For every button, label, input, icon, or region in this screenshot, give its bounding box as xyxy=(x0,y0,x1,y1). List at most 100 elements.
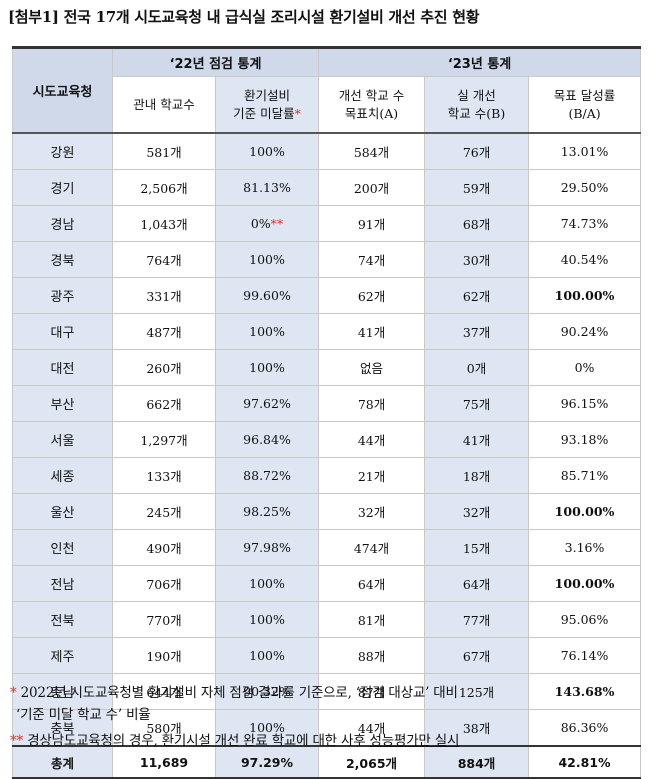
cell-schools: 580개 xyxy=(112,709,216,747)
table-row: 전북 770개 100% 81개 77개 95.06% xyxy=(12,601,642,638)
cell-target: 81개 xyxy=(318,601,426,638)
cell-schools-value: 2,506개 xyxy=(140,181,188,196)
cell-unmet-rate-value: 90.32% xyxy=(243,684,291,699)
cell-target-value: 91개 xyxy=(357,217,386,232)
cell-target: 44개 xyxy=(318,709,426,747)
footnote-1-text: 2022년 시도교육청별 환기설비 자체 점검 결과를 기준으로, ‘점검 대상… xyxy=(16,685,458,701)
cell-region: 충북 xyxy=(12,709,113,747)
cell-achievement-rate-value: 86.36% xyxy=(560,720,609,735)
cell-region-value: 충북 xyxy=(50,722,75,737)
cell-unmet-rate-value: 0% xyxy=(250,216,271,231)
cell-actual-value: 75개 xyxy=(462,397,491,412)
cell-target-value: 88개 xyxy=(357,649,386,664)
cell-region: 경남 xyxy=(12,205,113,242)
cell-region-value: 전북 xyxy=(50,614,75,629)
cell-unmet-rate: 81.13% xyxy=(214,169,320,206)
cell-achievement-rate: 143.68% xyxy=(528,673,642,710)
cell-target: 78개 xyxy=(318,385,426,422)
cell-region: 광주 xyxy=(12,277,113,314)
cell-achievement-rate: 3.16% xyxy=(528,529,642,566)
cell-region-value: 대구 xyxy=(50,326,75,341)
cell-region: 대구 xyxy=(12,313,113,350)
cell-region-value: 강원 xyxy=(50,146,75,161)
cell-unmet-rate-value: 100% xyxy=(249,720,285,735)
cell-target-value: 62개 xyxy=(357,289,386,304)
cell-achievement-rate: 74.73% xyxy=(528,205,642,242)
cell-schools: 644개 xyxy=(112,673,216,710)
cell-target: 32개 xyxy=(318,493,426,530)
cell-region: 울산 xyxy=(12,493,113,530)
cell-achievement-rate-value: 93.18% xyxy=(560,432,609,447)
cell-schools: 490개 xyxy=(112,529,216,566)
cell-actual: 59개 xyxy=(424,169,530,206)
cell-schools-value: 662개 xyxy=(146,397,182,412)
cell-target-value: 21개 xyxy=(357,469,386,484)
cell-schools: 662개 xyxy=(112,385,216,422)
table-row: 충북 580개 100% 44개 38개 86.36% xyxy=(12,709,642,747)
cell-target: 584개 xyxy=(318,132,426,170)
cell-region-value: 부산 xyxy=(50,398,75,413)
table-row: 울산 245개 98.25% 32개 32개 100.00% xyxy=(12,493,642,530)
cell-achievement-rate-value: 143.68% xyxy=(554,684,615,699)
cell-actual-value: 68개 xyxy=(462,217,491,232)
cell-actual: 75개 xyxy=(424,385,530,422)
cell-schools-value: 1,297개 xyxy=(140,433,188,448)
cell-region: 강원 xyxy=(12,132,113,170)
cell-target-value: 87개 xyxy=(357,685,386,700)
cell-target-value: 44개 xyxy=(357,433,386,448)
cell-target-value: 78개 xyxy=(357,397,386,412)
ventilation-status-table: 시도교육청 ‘22년 점검 통계 ‘23년 통계 관내 학교수 환기설비 기준 … xyxy=(12,46,642,779)
cell-schools: 1,297개 xyxy=(112,421,216,458)
cell-actual: 125개 xyxy=(424,673,530,710)
cell-target-value: 64개 xyxy=(357,577,386,592)
cell-unmet-rate: 90.32% xyxy=(214,673,320,710)
cell-target: 91개 xyxy=(318,205,426,242)
cell-actual-value: 76개 xyxy=(462,145,491,160)
cell-achievement-rate-value: 100.00% xyxy=(554,288,615,303)
table-row: 대전 260개 100% 없음 0개 0% xyxy=(12,349,642,386)
cell-target: 88개 xyxy=(318,637,426,674)
cell-target: 64개 xyxy=(318,565,426,602)
cell-unmet-rate: 88.72% xyxy=(214,457,320,494)
cell-actual-value: 0개 xyxy=(466,361,487,376)
cell-region-value: 울산 xyxy=(50,506,75,521)
cell-target: 474개 xyxy=(318,529,426,566)
cell-unmet-rate-value: 100% xyxy=(249,360,285,375)
cell-schools-value: 133개 xyxy=(146,469,182,484)
table-row: 경북 764개 100% 74개 30개 40.54% xyxy=(12,241,642,278)
cell-region-value: 전남 xyxy=(50,578,75,593)
cell-region-value: 인천 xyxy=(50,542,75,557)
cell-actual-value: 18개 xyxy=(462,469,491,484)
cell-unmet-rate: 100% xyxy=(214,132,320,170)
cell-schools: 260개 xyxy=(112,349,216,386)
cell-target: 21개 xyxy=(318,457,426,494)
cell-region: 대전 xyxy=(12,349,113,386)
cell-achievement-rate: 29.50% xyxy=(528,169,642,206)
cell-actual-value: 38개 xyxy=(462,721,491,736)
cell-unmet-rate-value: 98.25% xyxy=(243,504,291,519)
header-unmet-rate: 환기설비 기준 미달률* xyxy=(214,76,320,134)
cell-schools-value: 764개 xyxy=(146,253,182,268)
header-region: 시도교육청 xyxy=(12,46,113,134)
cell-schools-value: 487개 xyxy=(146,325,182,340)
header-target: 개선 학교 수 목표치(A) xyxy=(318,76,426,134)
cell-target-value: 74개 xyxy=(357,253,386,268)
cell-actual-value: 62개 xyxy=(462,289,491,304)
cell-region: 제주 xyxy=(12,637,113,674)
cell-schools: 331개 xyxy=(112,277,216,314)
cell-schools: 487개 xyxy=(112,313,216,350)
header-group-2022: ‘22년 점검 통계 xyxy=(111,46,320,77)
cell-target: 없음 xyxy=(318,349,426,386)
table-row: 광주 331개 99.60% 62개 62개 100.00% xyxy=(12,277,642,314)
footnotes: * 2022년 시도교육청별 환기설비 자체 점검 결과를 기준으로, ‘점검 … xyxy=(10,682,640,752)
cell-achievement-rate: 100.00% xyxy=(528,277,642,314)
cell-unmet-rate: 96.84% xyxy=(214,421,320,458)
table-body: 강원 581개 100% 584개 76개 13.01% 경기 2,506개 81.13% 200… xyxy=(12,132,642,747)
cell-actual: 38개 xyxy=(424,709,530,747)
table-row: 전남 706개 100% 64개 64개 100.00% xyxy=(12,565,642,602)
cell-actual-value: 125개 xyxy=(458,685,495,700)
cell-achievement-rate-value: 74.73% xyxy=(560,216,609,231)
cell-actual-value: 30개 xyxy=(462,253,491,268)
footnote-2: ** 경상남도교육청의 경우, 환기시설 개선 완료 학교에 대한 사후 성능평… xyxy=(10,730,640,752)
